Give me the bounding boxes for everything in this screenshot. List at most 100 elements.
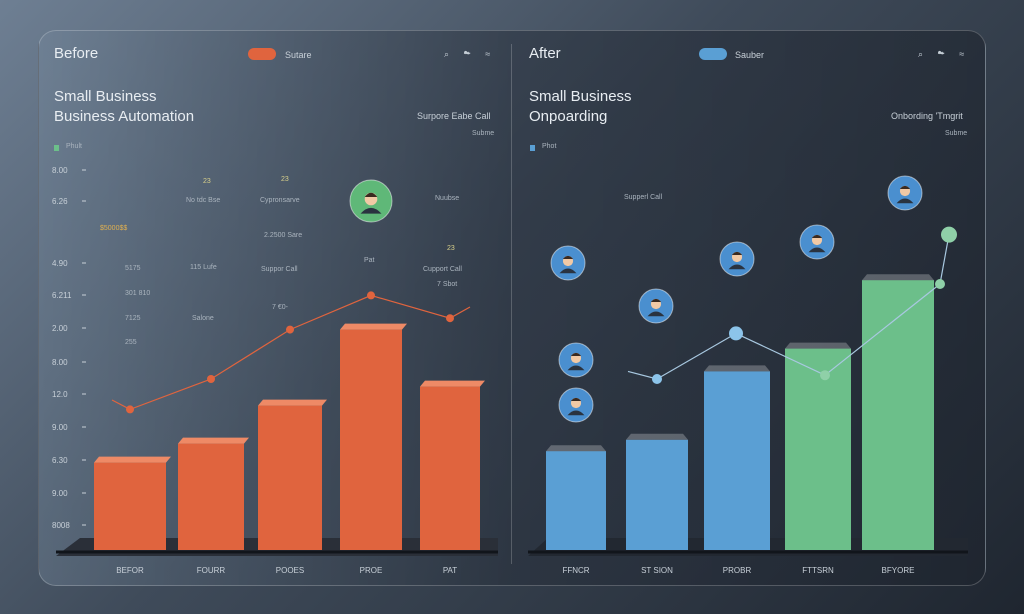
right-label: Onbording 'Tmgrit (891, 111, 963, 121)
bar (420, 386, 480, 550)
bar (94, 462, 166, 550)
trend-point (652, 374, 662, 384)
x-tick-label: FFNCR (562, 566, 589, 575)
avatar-hair (811, 234, 823, 238)
bar (178, 443, 244, 550)
x-tick-label: PAT (443, 566, 457, 575)
bar-top (546, 445, 606, 452)
annotation: 23 (447, 245, 455, 252)
annotation: Supperl Call (624, 194, 663, 201)
x-tick-label: BEFOR (116, 566, 144, 575)
y-tick-label: 4.90 (52, 259, 68, 268)
trend-point (820, 370, 830, 381)
metric: 255 (125, 339, 137, 346)
annotation: 2.2500 Sare (264, 232, 303, 239)
y-tick-label: 6.211 (52, 291, 72, 300)
key-label: Phult (66, 143, 82, 150)
bar (258, 405, 322, 550)
y-tick-label: 2.00 (52, 324, 68, 333)
trend-line (111, 294, 471, 411)
metric: 301 810 (125, 290, 151, 297)
trend-point (935, 279, 945, 289)
bar (785, 348, 851, 550)
header-icons[interactable]: ⌕ ☁ ≈ (444, 49, 497, 59)
key-label: Phot (542, 143, 557, 150)
x-tick-label: FOURR (197, 566, 226, 575)
heading-line-2: Business Automation (54, 108, 195, 125)
avatar-hair (731, 251, 743, 255)
x-tick-label: ST SION (641, 566, 673, 575)
y-tick-label: 6.30 (52, 456, 68, 465)
annotation: Suppor Call (261, 266, 298, 273)
annotation: 7 €0- (272, 304, 288, 311)
trend-point (941, 226, 957, 243)
annotation: Cupport Call (423, 266, 462, 273)
header-icons[interactable]: ⌕ ☁ ≈ (918, 49, 971, 59)
annotation: 115 Lufe (190, 264, 217, 271)
bar-top (785, 342, 851, 349)
key-swatch (54, 145, 59, 151)
avatar-hair (570, 397, 582, 401)
annotation: Salone (192, 315, 214, 322)
y-tick-label: 8008 (52, 521, 70, 530)
trend-point (126, 405, 134, 414)
bar (862, 280, 934, 550)
avatar-body (567, 410, 585, 416)
key-swatch (530, 145, 535, 151)
annotation: Pat (364, 257, 375, 264)
y-tick-label: 6.26 (52, 197, 68, 206)
avatar-body (808, 247, 826, 253)
annotation: No tdc Bse (186, 197, 221, 204)
legend-label: Sauber (735, 50, 765, 60)
y-tick-label: 8.00 (52, 166, 68, 175)
avatar-hair (650, 298, 662, 302)
annotation: 23 (281, 176, 289, 183)
trend-point (207, 375, 215, 383)
annotation: 7 Sbot (437, 281, 458, 288)
x-tick-label: PROBR (723, 566, 752, 575)
heading-line-1: Small Business (54, 88, 157, 105)
bar (340, 329, 402, 550)
avatar-body (647, 311, 665, 317)
avatar-hair (562, 255, 574, 259)
heading-line-2: Onpoarding (529, 108, 608, 125)
x-tick-label: BFYORE (882, 566, 915, 575)
metric: $5000$$ (100, 225, 128, 232)
y-tick-label: 9.00 (52, 489, 68, 498)
avatar-body (728, 264, 746, 270)
bar (626, 439, 688, 550)
before-title: Before (54, 45, 99, 62)
annotation: Cypronsarve (260, 197, 300, 204)
x-tick-label: FTTSRN (802, 566, 834, 575)
avatar-hair (570, 352, 582, 356)
bar-top (340, 323, 407, 330)
bar-top (626, 433, 688, 440)
metric: 5175 (125, 265, 141, 272)
avatar-body (567, 365, 585, 371)
avatar-hair (899, 185, 911, 189)
right-label: Surpore Eabe Call (417, 111, 491, 121)
bar-top (258, 399, 327, 406)
x-tick-label: PROE (360, 566, 383, 575)
y-tick-label: 12.0 (52, 390, 68, 399)
y-tick-label: 8.00 (52, 358, 68, 367)
bar (546, 451, 606, 550)
bar (704, 371, 770, 550)
avatar-body (559, 268, 577, 274)
y-tick-label: 9.00 (52, 423, 68, 432)
legend-swatch-after (699, 48, 727, 60)
trend-point (446, 314, 454, 323)
bar-top (178, 437, 249, 444)
right-sub: Subme (472, 130, 495, 137)
annotation: 23 (203, 178, 211, 185)
bar-top (862, 274, 934, 281)
trend-point (367, 291, 375, 300)
avatar-body (896, 198, 914, 204)
bar-top (704, 365, 770, 372)
x-tick-label: POOES (276, 566, 304, 575)
bar-top (420, 380, 485, 387)
bar-top (94, 456, 171, 463)
after-title: After (529, 45, 561, 62)
legend-swatch-before (248, 48, 276, 60)
